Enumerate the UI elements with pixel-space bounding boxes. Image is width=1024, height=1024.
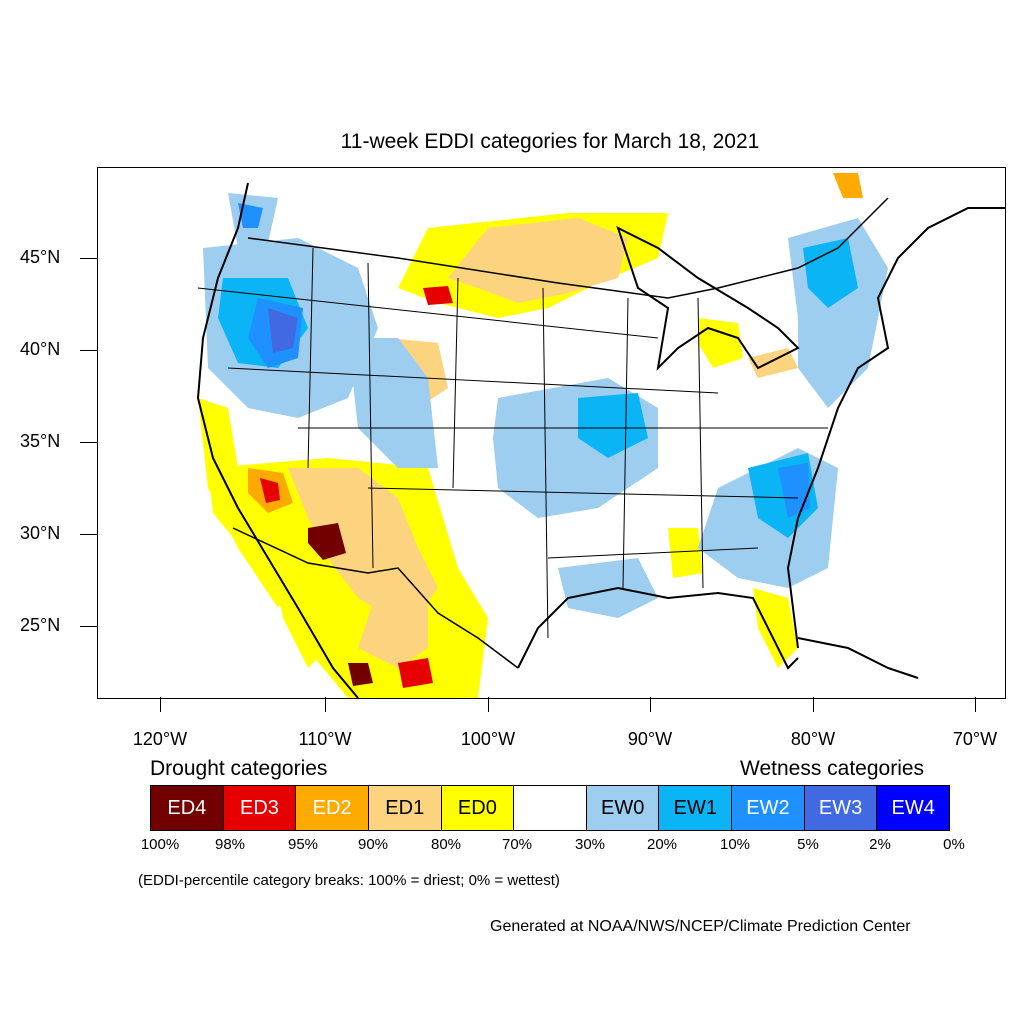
state-line-11 xyxy=(547,547,759,559)
ed0-alabama xyxy=(668,528,703,578)
pct-break-90: 90% xyxy=(357,836,389,853)
ed1-texas-south xyxy=(358,588,428,668)
ed0-michigan xyxy=(698,318,743,368)
drought-heading: Drought categories xyxy=(150,757,328,780)
legend-cell-ew1: EW1 xyxy=(659,786,733,830)
legend-cell-ed2: ED2 xyxy=(296,786,369,830)
legend-cell-ew4: EW4 xyxy=(877,786,950,830)
legend-cell-ed1: ED1 xyxy=(368,786,442,830)
lon-tick-90 xyxy=(650,697,651,712)
lat-tick-40 xyxy=(80,350,97,351)
lon-tick-80 xyxy=(813,697,814,712)
pct-break-70: 70% xyxy=(501,836,533,853)
state-line-6 xyxy=(697,297,704,589)
map-title: 11-week EDDI categories for March 18, 20… xyxy=(340,130,760,153)
state-line-3 xyxy=(452,277,459,489)
legend-cell-ed4: ED4 xyxy=(151,786,224,830)
lat-tick-30 xyxy=(80,534,97,535)
state-line-1 xyxy=(307,247,314,469)
canada-border xyxy=(247,197,889,299)
state-line-4 xyxy=(542,287,549,639)
lon-tick-110 xyxy=(325,697,326,712)
lat-label-45: 45°N xyxy=(20,247,61,267)
pct-break-10: 10% xyxy=(719,836,751,853)
legend-colorbar: ED4 ED3 ED2 ED1 ED0 EW0 EW1 EW2 EW3 EW4 xyxy=(150,785,950,831)
pct-break-95: 95% xyxy=(287,836,319,853)
lon-label-90: 90°W xyxy=(627,729,673,749)
lon-label-70: 70°W xyxy=(952,729,998,749)
wetness-heading: Wetness categories xyxy=(740,757,925,780)
drought-regions xyxy=(198,173,863,698)
ed2-maine xyxy=(833,173,863,198)
ew2-carolinas xyxy=(778,463,810,518)
ed1-southwest xyxy=(288,468,438,628)
state-line-10 xyxy=(367,487,799,499)
cuba xyxy=(797,637,919,679)
legend-cell-ew2: EW2 xyxy=(732,786,805,830)
lat-tick-25 xyxy=(80,626,97,627)
pct-break-30: 30% xyxy=(574,836,606,853)
category-note: (EDDI-percentile category breaks: 100% =… xyxy=(138,872,560,889)
ed3-mexico xyxy=(398,658,433,688)
ew3-northwest xyxy=(268,308,298,353)
lon-label-110: 110°W xyxy=(298,729,352,749)
ed0-florida xyxy=(753,588,798,668)
legend-cell-ed0: ED0 xyxy=(441,786,515,830)
legend-cell-ed3: ED3 xyxy=(223,786,297,830)
lon-label-80: 80°W xyxy=(790,729,836,749)
ed3-montana xyxy=(423,286,453,305)
pct-break-2: 2% xyxy=(869,836,891,853)
ew1-northeast xyxy=(803,238,858,308)
ew2-washington xyxy=(238,203,263,228)
legend-cell-ew3: EW3 xyxy=(804,786,878,830)
credit-line: Generated at NOAA/NWS/NCEP/Climate Predi… xyxy=(490,918,911,935)
pct-break-80: 80% xyxy=(430,836,462,853)
boundaries xyxy=(197,197,889,669)
atlantic-coast xyxy=(786,207,1005,649)
state-line-5 xyxy=(622,297,629,589)
eddi-map-svg xyxy=(196,173,1005,698)
legend-cell-neutral xyxy=(514,786,587,830)
state-line-7 xyxy=(197,287,659,339)
pacific-coast xyxy=(196,182,359,698)
lat-label-30: 30°N xyxy=(20,523,61,543)
lon-tick-120 xyxy=(160,697,161,712)
state-line-2 xyxy=(367,262,374,569)
pct-break-5: 5% xyxy=(797,836,819,853)
great-lakes xyxy=(616,226,800,371)
pct-break-100: 100% xyxy=(140,836,180,853)
gulf-coast xyxy=(517,586,799,670)
coastlines xyxy=(196,182,1005,698)
mexico-border xyxy=(232,527,519,669)
lon-tick-100 xyxy=(488,697,489,712)
pct-break-0: 0% xyxy=(943,836,965,853)
lat-label-25: 25°N xyxy=(20,615,61,635)
ed1-lake-erie xyxy=(748,348,798,378)
lon-tick-70 xyxy=(975,697,976,712)
ed4-mexico xyxy=(348,663,373,686)
ed3-arizona xyxy=(260,478,280,503)
pct-break-20: 20% xyxy=(646,836,678,853)
ed4-new-mexico xyxy=(308,523,346,560)
lat-tick-35 xyxy=(80,442,97,443)
state-line-8 xyxy=(227,367,719,394)
lat-tick-45 xyxy=(80,258,97,259)
ew1-midwest xyxy=(578,393,648,458)
lat-label-40: 40°N xyxy=(20,339,61,359)
lon-label-100: 100°W xyxy=(460,729,516,749)
ed1-northern-plains xyxy=(448,218,628,303)
ew0-gulf-coast xyxy=(558,558,658,618)
lon-label-120: 120°W xyxy=(132,729,188,749)
legend-cell-ew0: EW0 xyxy=(586,786,660,830)
eddi-map xyxy=(97,167,1006,699)
pct-break-98: 98% xyxy=(214,836,246,853)
lat-label-35: 35°N xyxy=(20,431,61,451)
